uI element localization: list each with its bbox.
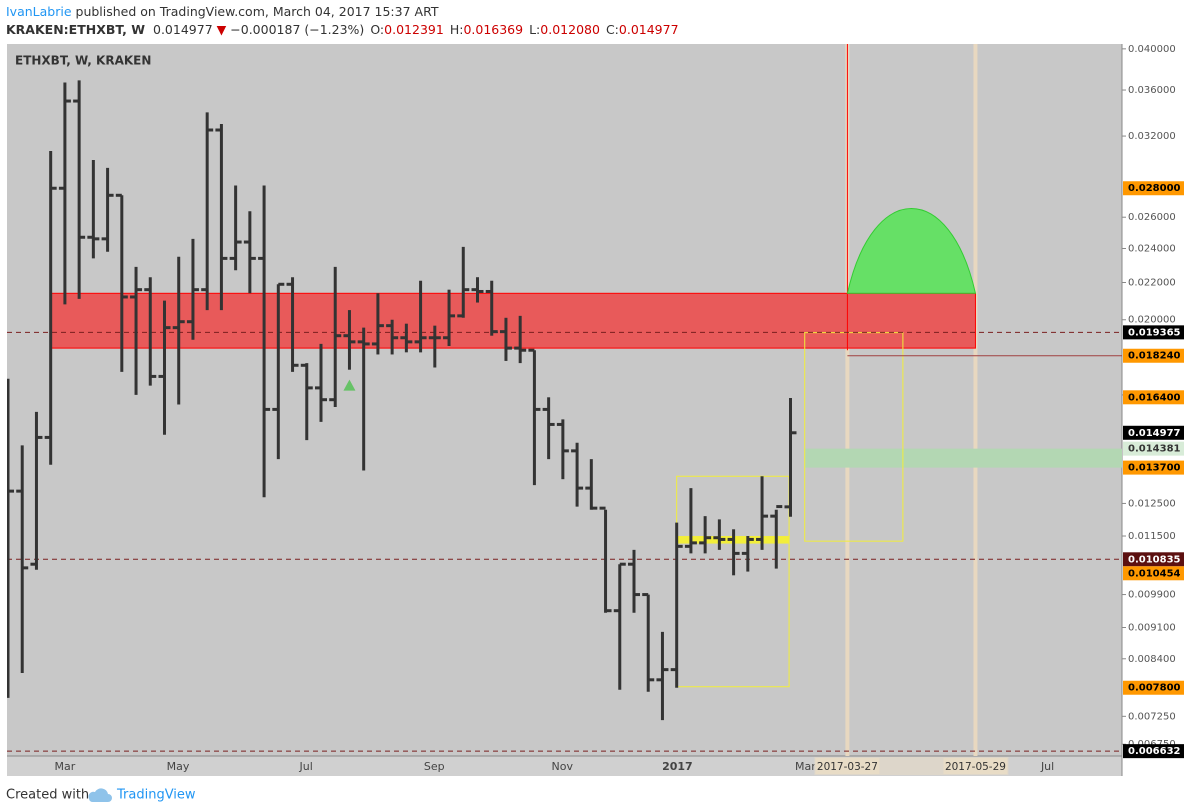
x-tick-label: Jul [299,760,313,773]
price-label: 0.028000 [1128,183,1181,194]
y-tick-label: 0.008400 [1128,654,1176,665]
chart-title: ETHXBT, W, KRAKEN [15,54,151,68]
ohlc-value: 0.016369 [463,22,523,37]
date-label-bg [943,758,1008,774]
date-label: 2017-03-27 [817,761,878,773]
y-tick-label: 0.032000 [1128,131,1176,142]
date-label-bg [815,758,880,774]
x-tick-label: Mar [55,760,76,773]
x-tick-label: Sep [424,760,445,773]
x-tick-label: Mar [795,760,816,773]
price-label: 0.016400 [1128,392,1181,403]
y-tick-label: 0.024000 [1128,243,1176,254]
price-label-bg [1123,425,1184,440]
y-tick-label: 0.020000 [1128,315,1176,326]
price-label-bg [1123,325,1184,340]
y-tick-label: 0.011500 [1128,531,1176,542]
ohlc-key: O: [370,22,384,37]
price-label-bg [1123,348,1184,363]
price-label-bg [1123,390,1184,405]
axes: 0.040000 0.036000 0.032000 0.026000 0.024000… [55,44,1184,775]
price-label: 0.007800 [1128,683,1181,694]
price-label-bg [1123,181,1184,196]
symbol-line: KRAKEN:ETHXBT, W 0.014977 ▼ −0.000187 (−1.2… [6,22,679,37]
y-tick-label: 0.012500 [1128,498,1176,509]
arc [846,208,977,294]
ohlc-key: H: [450,22,464,37]
price-label: 0.019365 [1128,327,1181,338]
ohlc-key: C: [606,22,619,37]
ohlc-value: 0.012080 [540,22,600,37]
price-label: 0.014977 [1128,428,1181,439]
price-label: 0.013700 [1128,463,1181,474]
signal-triangle [343,379,356,391]
y-tick-label: 0.009100 [1128,622,1176,633]
author[interactable]: IvanLabrie [6,4,72,19]
header-line: IvanLabrie published on TradingView.com,… [6,4,439,19]
change: −0.000187 (−1.23%) [230,22,364,37]
y-tick-label: 0.022000 [1128,277,1176,288]
price-label-bg [1123,566,1184,581]
plot-bg [7,44,1122,756]
logo [88,788,112,803]
x-tick-label: May [167,760,190,773]
price-label-bg [1123,441,1184,456]
price-label-bg [1123,460,1184,475]
y-tick-label: 0.009900 [1128,590,1176,601]
date-label: 2017-05-29 [945,761,1006,773]
price-label: 0.018240 [1128,351,1181,362]
y-tick-label: 0.040000 [1128,44,1176,55]
x-tick-label: 2017 [662,760,693,773]
y-tick-label: 0.007250 [1128,711,1176,722]
last: 0.014977 [153,22,213,37]
ohlc-value: 0.014977 [619,22,679,37]
price-label: 0.010835 [1128,554,1181,565]
x-tick-label: Nov [552,760,574,773]
y-tick-label: 0.026000 [1128,212,1176,223]
symbol: KRAKEN:ETHXBT, W [6,22,145,37]
price-label-bg [1123,552,1184,567]
published: published on TradingView.com, March 04, … [72,4,439,19]
y-tick-label: 0.036000 [1128,85,1176,96]
zone [50,292,976,349]
price-label: 0.014381 [1128,444,1181,455]
zone [804,448,1122,468]
ohlc-value: 0.012391 [384,22,444,37]
footer-brand[interactable]: TradingView [116,788,196,803]
plot [7,44,1122,756]
arrow: ▼ [217,22,227,37]
price-label: 0.010454 [1128,568,1181,579]
price-label-bg [1123,680,1184,695]
ohlc-key: L: [529,22,540,37]
footer-text: Created with [6,788,89,803]
x-tick-label: Jul [1040,760,1054,773]
price-label-bg [1123,744,1184,759]
price-label: 0.006632 [1128,746,1181,757]
